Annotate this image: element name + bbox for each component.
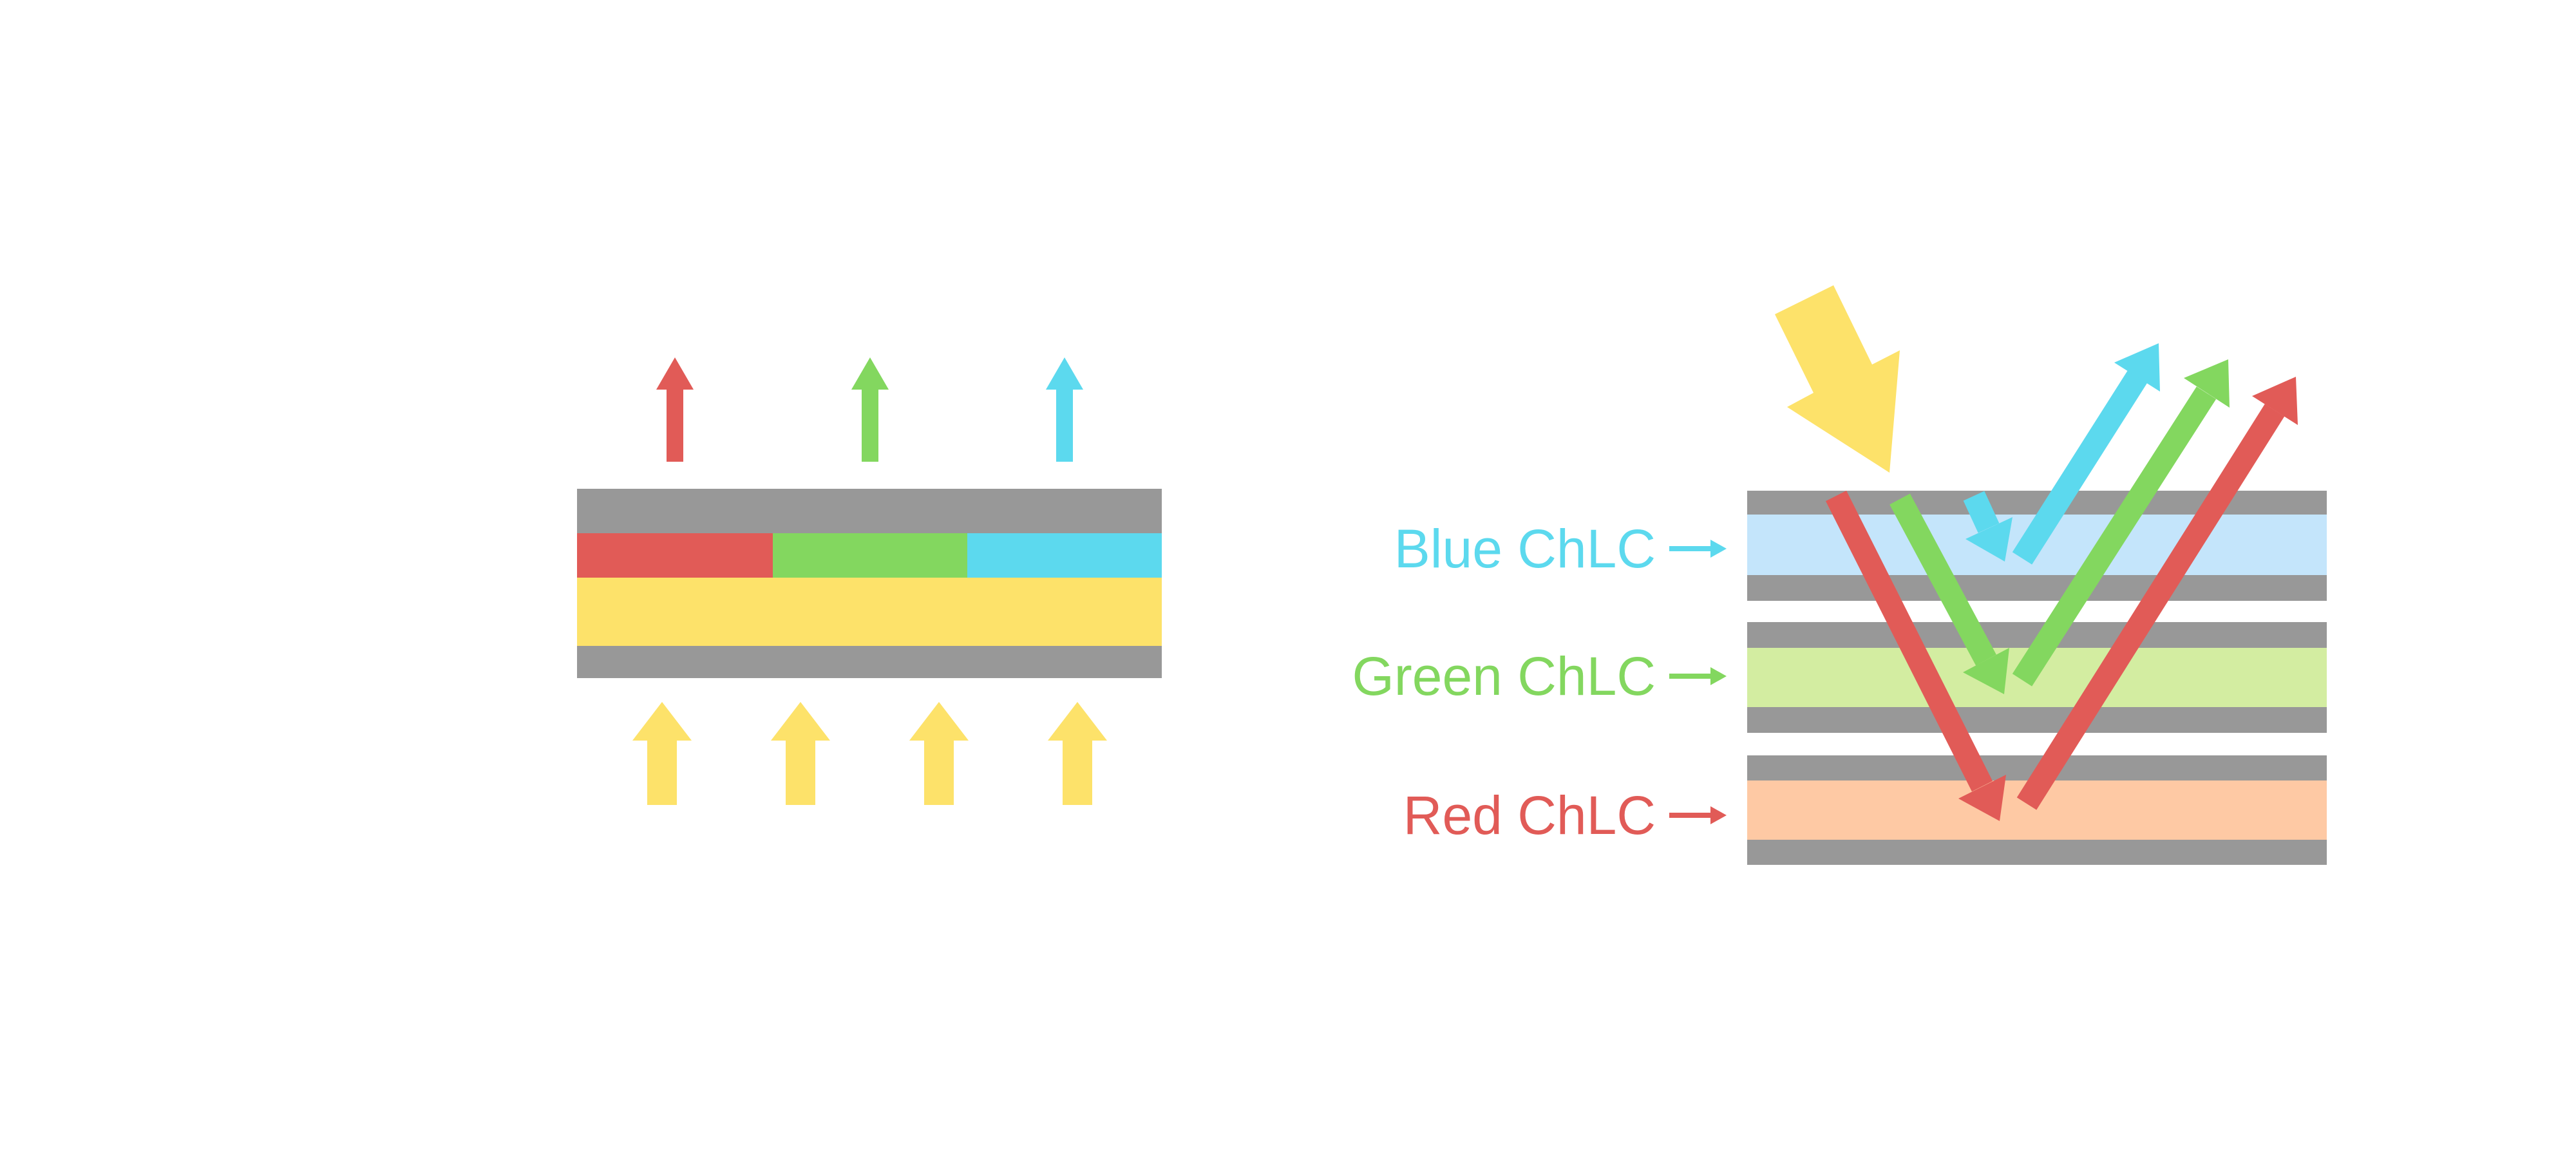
incident-light-arrow-icon: [1775, 285, 1900, 473]
red-ray-reflected-arrowhead-icon: [2252, 377, 2298, 425]
green-emitted-arrow-icon: [851, 357, 889, 462]
cyan-ray-down-arrowhead-icon: [1965, 517, 2012, 562]
cyan-ray-reflected-arrowhead-icon: [2114, 343, 2160, 392]
green-label-pointer-arrowhead-icon: [1710, 667, 1727, 685]
left-stack-green-segment: [773, 533, 967, 578]
green-panel-bottom-substrate: [1747, 707, 2327, 733]
green-chlc-label: Green ChLC: [1352, 646, 1656, 706]
left-stack-red-segment: [577, 533, 773, 578]
red-label-pointer-arrowhead-icon: [1710, 806, 1727, 824]
left-stack-cyan-segment: [967, 533, 1162, 578]
red-ray-reflected: [2016, 404, 2285, 810]
red-chlc-label: Red ChLC: [1403, 785, 1656, 846]
cyan-ray-reflected: [2012, 370, 2148, 565]
green-ray-reflected-arrowhead-icon: [2184, 359, 2230, 408]
blue-panel-bottom-substrate: [1747, 575, 2327, 601]
cyan-ray-down: [1963, 491, 2000, 533]
cyan-emitted-arrow-icon: [1046, 357, 1083, 462]
backlight-arrow-icon: [632, 702, 692, 805]
green-ray-down: [1889, 493, 1996, 666]
left-stack-top-substrate: [577, 489, 1162, 533]
red-emitted-arrow-icon: [656, 357, 694, 462]
red-panel-bottom-substrate: [1747, 840, 2327, 865]
backlight-arrow-icon: [771, 702, 830, 805]
blue-chlc-label: Blue ChLC: [1394, 518, 1656, 579]
red-ray-down-arrowhead-icon: [1958, 775, 2006, 821]
blue-label-pointer-arrowhead-icon: [1710, 540, 1727, 558]
left-stack-backlight-layer: [577, 578, 1162, 646]
backlight-arrow-icon: [1048, 702, 1107, 805]
backlight-arrow-icon: [909, 702, 969, 805]
left-stack-bottom-substrate: [577, 646, 1162, 678]
green-ray-reflected: [2012, 386, 2217, 686]
red-ray-down: [1825, 490, 1993, 792]
green-ray-down-arrowhead-icon: [1963, 648, 2009, 694]
